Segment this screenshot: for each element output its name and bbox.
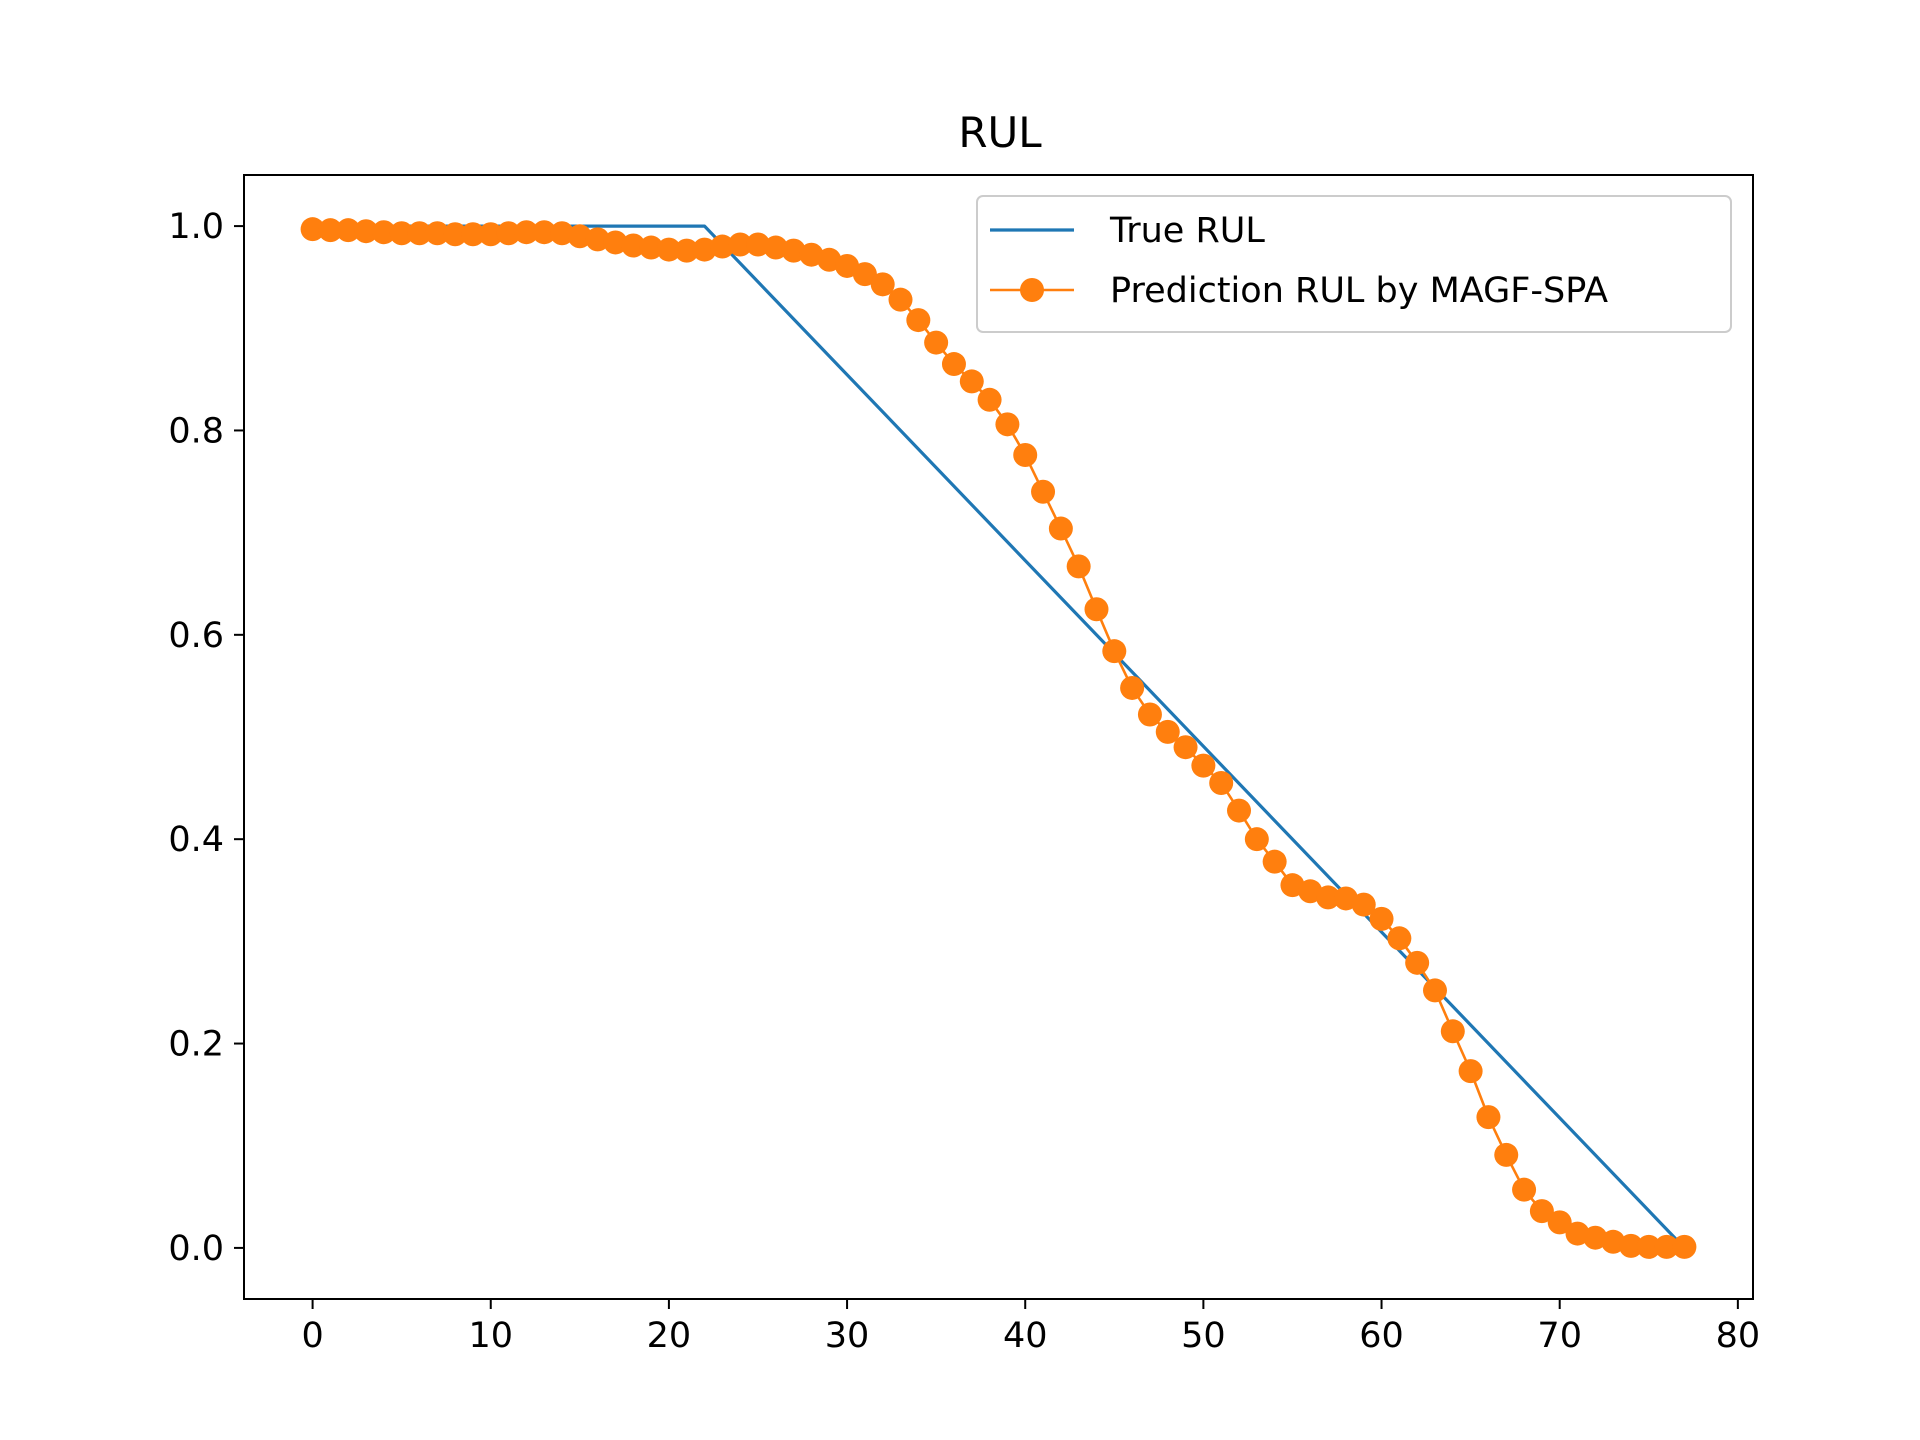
data-point: [1120, 675, 1145, 700]
data-point: [460, 222, 485, 247]
data-point: [1191, 753, 1216, 778]
data-point: [1209, 770, 1234, 795]
data-point: [1512, 1177, 1537, 1202]
legend-item: Prediction RUL by MAGF-SPA: [990, 271, 1608, 311]
data-point: [1636, 1234, 1661, 1259]
data-point: [354, 219, 379, 244]
data-point: [443, 222, 468, 247]
data-point: [532, 220, 557, 245]
x-tick-label: 0: [301, 1316, 323, 1356]
axes-frame: [243, 174, 1754, 1300]
data-point: [1458, 1059, 1483, 1084]
data-point: [1494, 1142, 1519, 1167]
series-line: [312, 227, 1685, 1249]
data-point: [300, 217, 325, 242]
y-tick-label: 0.2: [168, 1025, 224, 1065]
data-point: [674, 238, 699, 263]
data-point: [603, 230, 628, 255]
data-point: [1102, 639, 1127, 664]
data-point: [371, 220, 396, 245]
data-point: [496, 221, 521, 246]
data-point: [977, 387, 1002, 412]
data-point: [995, 412, 1020, 437]
x-tick-label: 70: [1537, 1316, 1582, 1356]
data-point: [1405, 950, 1430, 975]
data-point: [745, 232, 770, 257]
y-tick-label: 0.4: [168, 820, 224, 860]
data-point: [870, 272, 895, 297]
data-point: [959, 369, 984, 394]
data-point: [1387, 926, 1412, 951]
data-point: [763, 235, 788, 260]
data-point: [1013, 442, 1038, 467]
data-point: [621, 233, 646, 258]
data-point: [1084, 597, 1109, 622]
x-tick-label: 30: [825, 1316, 870, 1356]
data-point: [1244, 827, 1269, 852]
series-2: [300, 217, 1697, 1259]
data-point: [336, 218, 361, 243]
y-tick-label: 0.0: [168, 1229, 224, 1269]
data-point: [1422, 978, 1447, 1003]
data-point: [888, 287, 913, 312]
data-point: [835, 253, 860, 278]
x-axis: 0 10 20 30 40 50 60 70 80: [301, 1299, 1760, 1356]
data-point: [924, 330, 949, 355]
data-point: [1173, 735, 1198, 760]
x-tick-label: 80: [1716, 1316, 1761, 1356]
x-tick-label: 20: [647, 1316, 692, 1356]
data-point: [639, 235, 664, 260]
x-tick-label: 50: [1181, 1316, 1226, 1356]
y-axis: 0.0 0.2 0.4 0.6 0.8 1.0: [168, 207, 244, 1269]
data-point: [1262, 849, 1287, 874]
data-point: [852, 262, 877, 287]
y-tick-label: 0.8: [168, 411, 224, 451]
data-point: [656, 237, 681, 262]
legend-label: Prediction RUL by MAGF-SPA: [1110, 271, 1608, 311]
data-point: [1066, 554, 1091, 579]
data-point: [1031, 479, 1056, 504]
data-point: [585, 227, 610, 252]
data-point: [941, 352, 966, 377]
data-point: [728, 232, 753, 257]
data-point: [425, 221, 450, 246]
data-point: [1672, 1234, 1697, 1259]
x-tick-label: 60: [1359, 1316, 1404, 1356]
data-point: [1618, 1233, 1643, 1258]
data-point: [1476, 1105, 1501, 1130]
data-point: [1351, 892, 1376, 917]
data-point: [1316, 885, 1341, 910]
data-point: [318, 218, 343, 243]
data-point: [1440, 1019, 1465, 1044]
legend-item: True RUL: [990, 211, 1265, 251]
data-point: [567, 224, 592, 249]
chart-title: RUL: [958, 108, 1042, 157]
data-point: [1529, 1199, 1554, 1224]
legend-label: True RUL: [1109, 211, 1265, 251]
legend-box: [976, 195, 1732, 333]
x-tick-label: 10: [468, 1316, 513, 1356]
data-point: [1155, 719, 1180, 744]
data-point: [407, 221, 432, 246]
data-point: [692, 237, 717, 262]
data-point: [1654, 1234, 1679, 1259]
data-point: [389, 221, 414, 246]
data-point: [710, 234, 735, 259]
plot-area: [300, 217, 1697, 1259]
data-point: [514, 220, 539, 245]
x-tick-label: 40: [1003, 1316, 1048, 1356]
data-point: [1048, 516, 1073, 541]
data-point: [1137, 702, 1162, 727]
legend-marker: [1020, 278, 1044, 302]
data-point: [906, 308, 931, 333]
legend: True RUL Prediction RUL by MAGF-SPA: [976, 195, 1732, 333]
data-point: [1369, 906, 1394, 931]
data-point: [550, 221, 575, 246]
data-point: [1227, 798, 1252, 823]
data-point: [1547, 1210, 1572, 1235]
data-point: [478, 222, 503, 247]
y-tick-label: 0.6: [168, 616, 224, 656]
y-tick-label: 1.0: [168, 207, 224, 247]
